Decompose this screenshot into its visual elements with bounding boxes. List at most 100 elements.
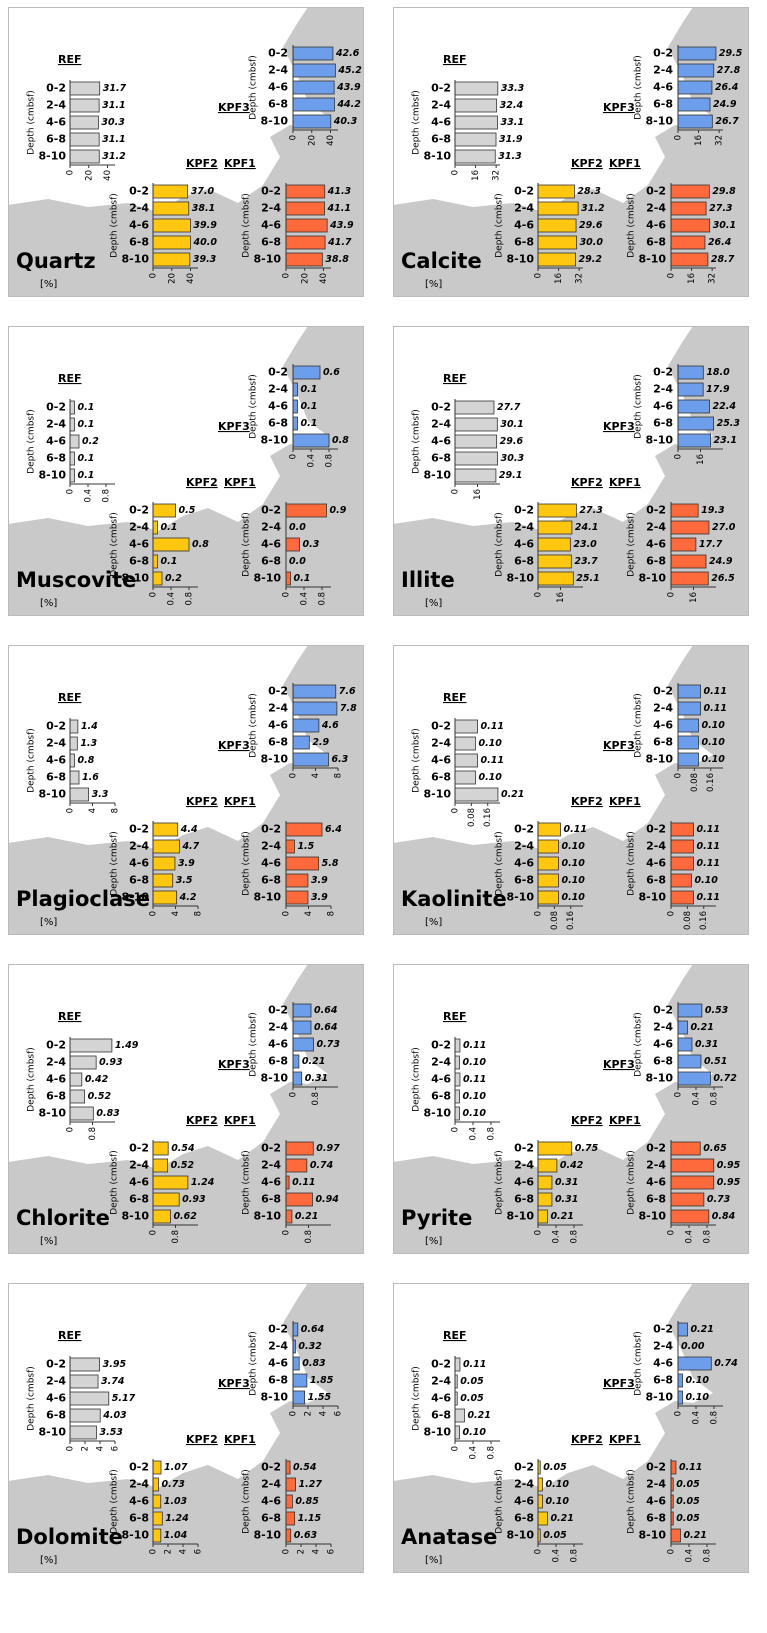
x-tick-label: 16 xyxy=(556,592,566,603)
value-label: 0.21 xyxy=(683,1530,706,1541)
mineral-title: Plagioclase xyxy=(16,887,150,911)
bar xyxy=(677,46,717,61)
x-tick-label: 0.4 xyxy=(552,1549,562,1563)
depth-label: 2-4 xyxy=(646,202,666,215)
depth-axis-label: Depth (cmbsf) xyxy=(627,1150,637,1215)
bar xyxy=(537,839,559,854)
bar xyxy=(670,218,711,233)
bar xyxy=(670,503,699,518)
depth-label: 4-6 xyxy=(46,435,66,448)
depth-label: 0-2 xyxy=(46,82,66,95)
depth-axis-label: Depth (cmbsf) xyxy=(495,1150,505,1215)
depth-label: 4-6 xyxy=(261,538,281,551)
depth-label: 0-2 xyxy=(261,1461,281,1474)
value-label: 28.3 xyxy=(577,186,601,197)
value-label: 0.62 xyxy=(173,1211,197,1222)
unit-label: [%] xyxy=(40,1555,57,1566)
value-label: 0.1 xyxy=(161,556,178,567)
x-tick-label: 0 xyxy=(289,773,299,778)
bar xyxy=(670,822,694,837)
bar xyxy=(454,1055,460,1070)
bar xyxy=(285,1209,293,1224)
bar xyxy=(677,1003,703,1018)
bar xyxy=(537,856,559,871)
bar xyxy=(537,1477,543,1492)
bar xyxy=(285,822,323,837)
depth-label: 2-4 xyxy=(514,1478,534,1491)
value-label: 41.7 xyxy=(327,237,352,248)
bar xyxy=(454,1425,460,1440)
bar xyxy=(454,1408,465,1423)
value-label: 0.1 xyxy=(78,402,95,413)
x-tick-label: 0.8 xyxy=(185,592,195,606)
depth-axis-label: Depth (cmbsf) xyxy=(634,1012,644,1077)
x-tick-label: 0 xyxy=(667,1230,677,1235)
depth-label: 2-4 xyxy=(514,1159,534,1172)
depth-axis-label: Depth (cmbsf) xyxy=(249,374,259,439)
x-tick-label: 0.8 xyxy=(570,1549,580,1563)
depth-label: 2-4 xyxy=(268,1021,288,1034)
depth-axis-label: Depth (cmbsf) xyxy=(495,193,505,258)
bar xyxy=(677,382,704,397)
value-label: 31.9 xyxy=(499,134,523,145)
depth-label: 8-10 xyxy=(260,115,288,128)
value-label: 0.1 xyxy=(78,470,95,481)
depth-label: 2-4 xyxy=(261,840,281,853)
bar xyxy=(152,537,190,552)
depth-axis-label: Depth (cmbsf) xyxy=(27,1047,37,1112)
mineral-title: Pyrite xyxy=(401,1206,472,1230)
depth-label: 8-10 xyxy=(260,1391,288,1404)
mineral-title: Muscovite xyxy=(16,568,136,592)
depth-label: 8-10 xyxy=(121,253,149,266)
depth-label: 2-4 xyxy=(653,702,673,715)
x-tick-label: 0 xyxy=(674,454,684,459)
depth-label: 0-2 xyxy=(46,1039,66,1052)
unit-label: [%] xyxy=(40,598,57,609)
x-tick-label: 0.8 xyxy=(171,1230,181,1244)
depth-label: 0-2 xyxy=(268,1323,288,1336)
depth-label: 0-2 xyxy=(431,1039,451,1052)
bar xyxy=(677,1322,688,1337)
x-tick-label: 0.16 xyxy=(566,911,576,930)
value-label: 22.4 xyxy=(713,401,737,412)
value-label: 24.9 xyxy=(713,99,737,110)
depth-label: 4-6 xyxy=(261,219,281,232)
bar xyxy=(292,1356,300,1371)
land xyxy=(8,645,364,935)
x-tick-label: 0.8 xyxy=(703,1549,713,1563)
bar xyxy=(537,822,561,837)
bar xyxy=(292,1322,299,1337)
bar xyxy=(152,1209,171,1224)
value-label: 0.10 xyxy=(561,841,585,852)
bar xyxy=(670,1528,681,1543)
x-tick-label: 0 xyxy=(282,273,292,278)
value-label: 0.11 xyxy=(292,1177,315,1188)
depth-label: 0-2 xyxy=(514,1142,534,1155)
value-label: 1.03 xyxy=(164,1496,188,1507)
bar xyxy=(670,520,710,535)
depth-axis-label: Depth (cmbsf) xyxy=(27,90,37,155)
value-label: 0.85 xyxy=(295,1496,319,1507)
x-tick-label: 0 xyxy=(66,170,76,175)
value-label: 0.21 xyxy=(302,1056,325,1067)
x-tick-label: 0 xyxy=(451,1446,461,1451)
depth-label: 2-4 xyxy=(268,383,288,396)
x-tick-label: 0 xyxy=(149,273,159,278)
station-label: KPF3 xyxy=(603,420,635,433)
value-label: 0.1 xyxy=(301,384,318,395)
value-label: 0.10 xyxy=(701,720,725,731)
depth-label: 2-4 xyxy=(46,1056,66,1069)
x-tick-label: 32 xyxy=(708,273,718,284)
depth-label: 6-8 xyxy=(268,1055,288,1068)
mineral-title: Dolomite xyxy=(16,1525,123,1549)
station-label: REF xyxy=(58,372,82,385)
bar xyxy=(292,63,336,78)
bar xyxy=(152,1460,162,1475)
panel-border xyxy=(8,7,364,297)
bar xyxy=(285,571,291,586)
depth-axis-label: Depth (cmbsf) xyxy=(627,1469,637,1534)
panel: Chlorite [%] REF Depth (cmbsf) 0-2 1.49 2-4 0.9… xyxy=(8,964,364,1254)
value-label: 17.9 xyxy=(706,384,730,395)
value-label: 0.54 xyxy=(293,1462,317,1473)
depth-label: 2-4 xyxy=(646,521,666,534)
